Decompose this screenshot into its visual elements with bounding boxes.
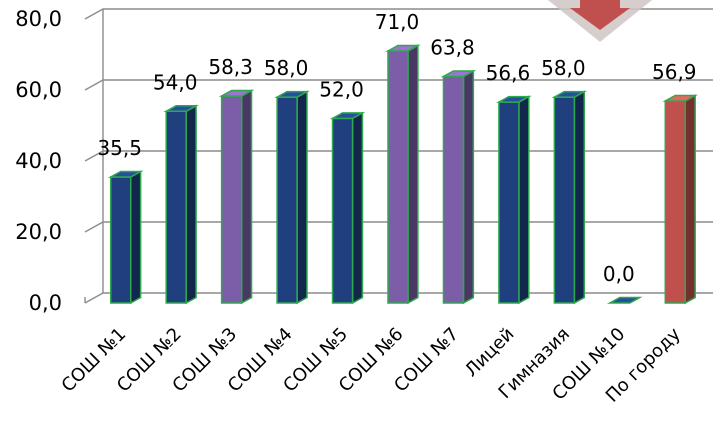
y-tick-label: 60,0: [15, 78, 62, 102]
y-axis-ticks: 0,0 20,0 40,0 60,0 80,0: [15, 7, 62, 315]
bar: [107, 170, 144, 305]
bar-front: [109, 176, 132, 304]
bar-front: [276, 96, 298, 304]
data-label: 63,8: [430, 36, 475, 60]
bar-side: [296, 90, 308, 305]
bar-front: [165, 110, 187, 304]
bar-front: [553, 96, 576, 304]
bar: [606, 296, 643, 304]
bar-top: [440, 70, 477, 78]
data-label: 56,6: [486, 61, 531, 85]
bar: [274, 90, 310, 305]
bar: [218, 89, 255, 305]
data-label: 58,3: [208, 55, 253, 79]
bar-top: [163, 105, 199, 113]
bar-side: [573, 90, 586, 305]
bar-side: [407, 44, 419, 305]
data-label: 56,9: [652, 60, 697, 84]
data-label: 71,0: [375, 10, 420, 34]
data-label: 58,0: [264, 56, 309, 80]
bar-side: [684, 94, 696, 305]
bar-top: [274, 90, 310, 98]
bar-top: [606, 296, 643, 304]
y-tick-label: 20,0: [15, 220, 62, 244]
bar-front: [220, 95, 243, 304]
bar-top: [107, 170, 144, 178]
bar-side: [518, 95, 530, 305]
data-label: 35,5: [97, 136, 142, 160]
bar: [329, 111, 366, 305]
data-labels: 35,5 54,0 58,3 58,0 52,0 71,0 63,8 56,6 58,0 0,0 5…: [97, 10, 696, 286]
bar: [662, 94, 699, 305]
bar-side: [129, 170, 142, 305]
bar-top: [329, 112, 366, 120]
down-arrow-icon: [548, 0, 652, 42]
bar: [385, 44, 421, 305]
bar-front: [664, 100, 687, 304]
bar-front: [498, 101, 520, 304]
data-label: 0,0: [603, 262, 635, 286]
y-tick-label: 0,0: [29, 291, 62, 315]
y-tick-label: 80,0: [15, 7, 62, 31]
bars: [107, 44, 699, 305]
y-tick-label: 40,0: [15, 149, 62, 173]
data-label: 54,0: [153, 70, 198, 94]
bar-top: [218, 89, 255, 97]
bar-front: [331, 117, 354, 304]
bar: [163, 104, 199, 305]
bar: [440, 69, 477, 305]
bar-side: [185, 104, 197, 305]
bar: [496, 95, 532, 305]
data-label: 52,0: [319, 77, 364, 101]
bar-top: [662, 94, 699, 102]
data-label: 58,0: [541, 56, 586, 80]
bar-top: [385, 44, 421, 52]
bar-top: [496, 95, 532, 103]
bar: [551, 90, 588, 305]
bar-front: [442, 75, 465, 304]
bar-front: [387, 50, 409, 304]
bar-side: [351, 111, 364, 305]
bar-side: [240, 89, 253, 305]
bar-side: [462, 69, 475, 305]
bar-top: [551, 90, 588, 98]
